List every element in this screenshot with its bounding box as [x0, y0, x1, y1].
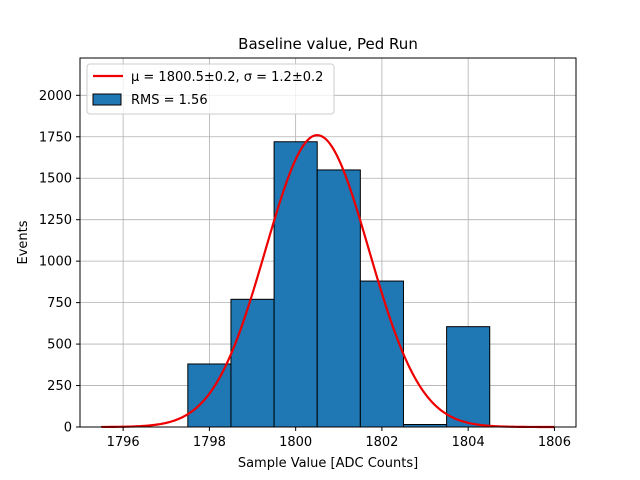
y-tick-label: 500 [47, 338, 72, 353]
legend: μ = 1800.5±0.2, σ = 1.2±0.2 RMS = 1.56 [86, 63, 335, 115]
histogram-bar [446, 326, 491, 428]
x-tick-label: 1798 [193, 435, 226, 450]
y-axis-label: Events [16, 220, 31, 264]
x-axis-ticks: 1796 1798 1800 1802 1804 1806 [107, 427, 571, 450]
x-axis-label: Sample Value [ADC Counts] [238, 456, 418, 471]
chart-title: Baseline value, Ped Run [238, 35, 418, 53]
y-tick-label: 1000 [39, 255, 72, 270]
y-tick-label: 1500 [39, 172, 72, 187]
legend-fit-label: μ = 1800.5±0.2, σ = 1.2±0.2 [131, 70, 323, 85]
y-tick-label: 250 [47, 379, 72, 394]
gaussian-fit [101, 134, 555, 429]
histogram-bar [316, 169, 361, 428]
x-tick-label: 1800 [279, 435, 312, 450]
histogram-bar [187, 363, 232, 428]
x-tick-label: 1804 [452, 435, 485, 450]
histogram-bar [230, 298, 275, 428]
legend-box [86, 63, 335, 115]
y-tick-label: 1750 [39, 130, 72, 145]
histogram-bar [359, 280, 404, 428]
axes-frame [79, 57, 577, 428]
histogram-bar [273, 141, 318, 428]
fit-curve [101, 134, 555, 429]
x-tick-label: 1806 [538, 435, 571, 450]
legend-histogram-swatch [92, 93, 122, 106]
x-tick-label: 1802 [365, 435, 398, 450]
histogram-bars [101, 141, 491, 428]
y-tick-label: 0 [64, 421, 72, 436]
legend-rms-label: RMS = 1.56 [131, 93, 208, 108]
y-tick-label: 1250 [39, 213, 72, 228]
y-tick-label: 750 [47, 296, 72, 311]
y-axis-ticks: 0 250 500 750 1000 1250 1500 1750 2000 [39, 89, 80, 436]
x-tick-label: 1796 [107, 435, 140, 450]
y-tick-label: 2000 [39, 89, 72, 104]
